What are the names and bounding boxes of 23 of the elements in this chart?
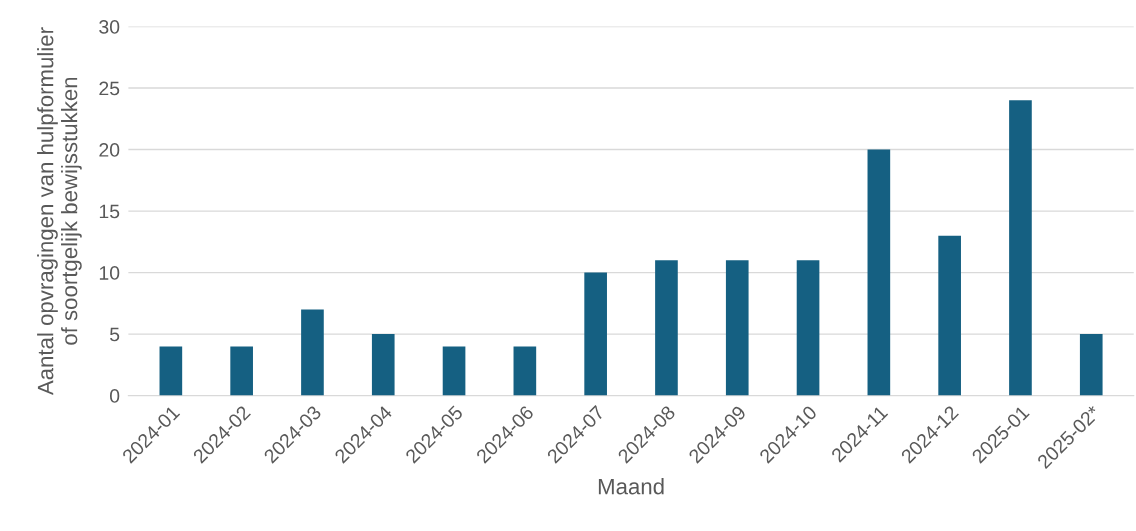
bar (584, 272, 607, 396)
bar (301, 309, 324, 396)
bar (230, 346, 253, 396)
y-tick-label: 5 (110, 327, 120, 342)
y-axis-title: Aantal opvragingen van hulpformulier of soortgelijk bewijsstukken (37, 27, 82, 396)
y-tick-label: 30 (99, 20, 120, 34)
y-tick-label: 20 (99, 143, 120, 157)
x-axis-title: Maand (598, 478, 664, 495)
bar (513, 346, 537, 396)
y-tick-label: 0 (109, 389, 120, 403)
y-tick-label: 15 (99, 204, 120, 219)
bar (725, 260, 749, 396)
bar (159, 346, 183, 396)
y-tick-label: 10 (99, 266, 120, 280)
bar (938, 235, 961, 396)
bar (867, 149, 891, 396)
bar (442, 346, 466, 396)
bar (1079, 334, 1103, 396)
bar (371, 334, 395, 396)
y-tick-label: 25 (99, 81, 120, 96)
bar (1009, 100, 1032, 396)
bar (655, 260, 678, 396)
bar (796, 260, 820, 396)
